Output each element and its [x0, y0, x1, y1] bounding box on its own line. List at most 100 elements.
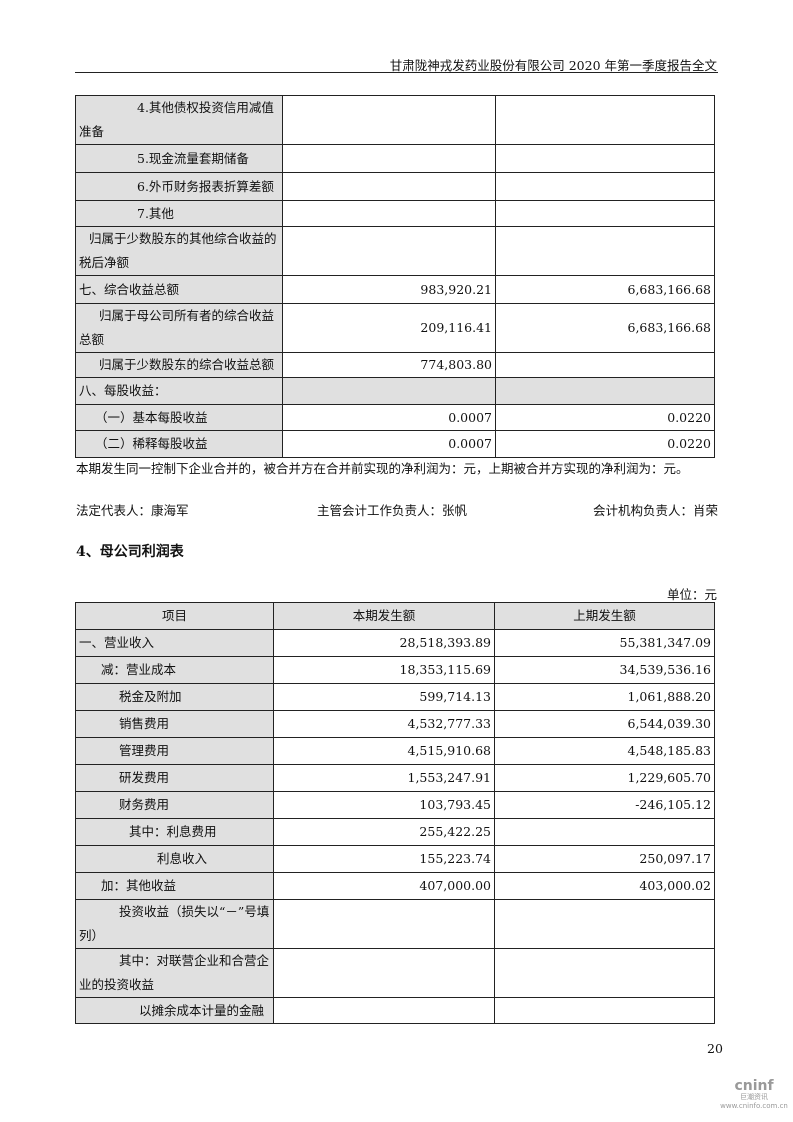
row-label: 减：营业成本 [75, 656, 274, 684]
header-item: 项目 [75, 602, 274, 630]
row-label: 其中：对联营企业和合营企业的投资收益 [75, 948, 274, 998]
table-row: 4.其他债权投资信用减值准备 [75, 95, 715, 145]
table-row: 一、营业收入 28,518,393.89 55,381,347.09 [75, 629, 715, 657]
row-label: 销售费用 [75, 710, 274, 738]
table-row: （二）稀释每股收益 0.0007 0.0220 [75, 430, 715, 458]
current-period-value: 407,000.00 [273, 872, 495, 900]
previous-period-value: 55,381,347.09 [494, 629, 715, 657]
current-period-value: 0.0007 [282, 404, 496, 431]
row-label: 归属于少数股东的综合收益总额 [75, 352, 283, 378]
previous-period-value: 1,061,888.20 [494, 683, 715, 711]
logo-url: www.cninfo.com.cn [720, 1102, 788, 1110]
previous-period-value [495, 144, 715, 173]
previous-period-value [494, 818, 715, 846]
row-label: 八、每股收益： [75, 377, 283, 405]
row-label: 以摊余成本计量的金融 [75, 997, 274, 1024]
previous-period-value: 6,544,039.30 [494, 710, 715, 738]
accounting-org-head: 会计机构负责人：肖荣 [593, 503, 719, 518]
current-period-value [282, 200, 496, 227]
table-row: 销售费用 4,532,777.33 6,544,039.30 [75, 710, 715, 738]
table-row: 减：营业成本 18,353,115.69 34,539,536.16 [75, 656, 715, 684]
parent-income-statement-table: 项目 本期发生额 上期发生额 一、营业收入 28,518,393.89 55,381… [75, 602, 715, 1024]
previous-period-value [495, 226, 715, 276]
row-label: 6.外币财务报表折算差额 [75, 172, 283, 201]
table-row: 归属于母公司所有者的综合收益总额 209,116.41 6,683,166.68 [75, 303, 715, 353]
row-label: 投资收益（损失以“－”号填列） [75, 899, 274, 949]
previous-period-value: 403,000.02 [494, 872, 715, 900]
current-period-value: 0.0007 [282, 430, 496, 458]
previous-period-value [495, 352, 715, 378]
previous-period-value: -246,105.12 [494, 791, 715, 819]
current-period-value: 1,553,247.91 [273, 764, 495, 792]
table-row: （一）基本每股收益 0.0007 0.0220 [75, 404, 715, 431]
row-label: 利息收入 [75, 845, 274, 873]
current-period-value [282, 226, 496, 276]
row-label: （二）稀释每股收益 [75, 430, 283, 458]
current-period-value: 103,793.45 [273, 791, 495, 819]
current-period-value [282, 95, 496, 145]
table-row: 投资收益（损失以“－”号填列） [75, 899, 715, 949]
current-period-value: 28,518,393.89 [273, 629, 495, 657]
previous-period-value [495, 95, 715, 145]
table-row: 财务费用 103,793.45 -246,105.12 [75, 791, 715, 819]
header-previous-period: 上期发生额 [494, 602, 715, 630]
cninfo-logo: cninf 巨潮资讯 www.cninfo.com.cn [718, 1079, 790, 1111]
current-period-value [282, 172, 496, 201]
table-row: 归属于少数股东的其他综合收益的税后净额 [75, 226, 715, 276]
previous-period-value: 6,683,166.68 [495, 303, 715, 353]
previous-period-value [494, 899, 715, 949]
table-row: 归属于少数股东的综合收益总额 774,803.80 [75, 352, 715, 378]
current-period-value [282, 144, 496, 173]
table-row: 八、每股收益： [75, 377, 715, 405]
table-row: 税金及附加 599,714.13 1,061,888.20 [75, 683, 715, 711]
table-row: 管理费用 4,515,910.68 4,548,185.83 [75, 737, 715, 765]
row-label: 一、营业收入 [75, 629, 274, 657]
current-period-value: 155,223.74 [273, 845, 495, 873]
row-label: 归属于母公司所有者的综合收益总额 [75, 303, 283, 353]
current-period-value: 4,515,910.68 [273, 737, 495, 765]
row-label: 管理费用 [75, 737, 274, 765]
row-label: （一）基本每股收益 [75, 404, 283, 431]
section-title: 4、母公司利润表 [76, 544, 184, 560]
table-row: 其中：利息费用 255,422.25 [75, 818, 715, 846]
logo-brand: cninf [734, 1078, 774, 1094]
previous-period-value: 250,097.17 [494, 845, 715, 873]
unit-label: 单位：元 [666, 587, 717, 602]
table-row: 加：其他收益 407,000.00 403,000.02 [75, 872, 715, 900]
previous-period-value: 0.0220 [495, 404, 715, 431]
header-rule [75, 72, 718, 73]
current-period-value: 774,803.80 [282, 352, 496, 378]
previous-period-value: 1,229,605.70 [494, 764, 715, 792]
document-header-title: 甘肃陇神戎发药业股份有限公司 2020 年第一季度报告全文 [389, 58, 717, 73]
previous-period-value: 0.0220 [495, 430, 715, 458]
table-row: 利息收入 155,223.74 250,097.17 [75, 845, 715, 873]
previous-period-value [495, 377, 715, 405]
current-period-value: 18,353,115.69 [273, 656, 495, 684]
current-period-value: 599,714.13 [273, 683, 495, 711]
legal-representative: 法定代表人：康海军 [76, 503, 189, 518]
row-label: 税金及附加 [75, 683, 274, 711]
row-label: 4.其他债权投资信用减值准备 [75, 95, 283, 145]
row-label: 财务费用 [75, 791, 274, 819]
row-label: 研发费用 [75, 764, 274, 792]
table-row: 6.外币财务报表折算差额 [75, 172, 715, 201]
table-row: 5.现金流量套期储备 [75, 144, 715, 173]
previous-period-value [495, 200, 715, 227]
previous-period-value [495, 172, 715, 201]
row-label: 5.现金流量套期储备 [75, 144, 283, 173]
current-period-value: 255,422.25 [273, 818, 495, 846]
table-header-row: 项目 本期发生额 上期发生额 [75, 602, 715, 630]
previous-period-value [494, 997, 715, 1024]
row-label: 其中：利息费用 [75, 818, 274, 846]
previous-period-value: 6,683,166.68 [495, 275, 715, 304]
current-period-value: 983,920.21 [282, 275, 496, 304]
current-period-value [273, 997, 495, 1024]
current-period-value [282, 377, 496, 405]
table-row: 其中：对联营企业和合营企业的投资收益 [75, 948, 715, 998]
previous-period-value [494, 948, 715, 998]
page-number: 20 [707, 1041, 723, 1056]
row-label: 归属于少数股东的其他综合收益的税后净额 [75, 226, 283, 276]
current-period-value: 209,116.41 [282, 303, 496, 353]
logo-cn: 巨潮资讯 [740, 1093, 768, 1101]
table-row: 七、综合收益总额 983,920.21 6,683,166.68 [75, 275, 715, 304]
